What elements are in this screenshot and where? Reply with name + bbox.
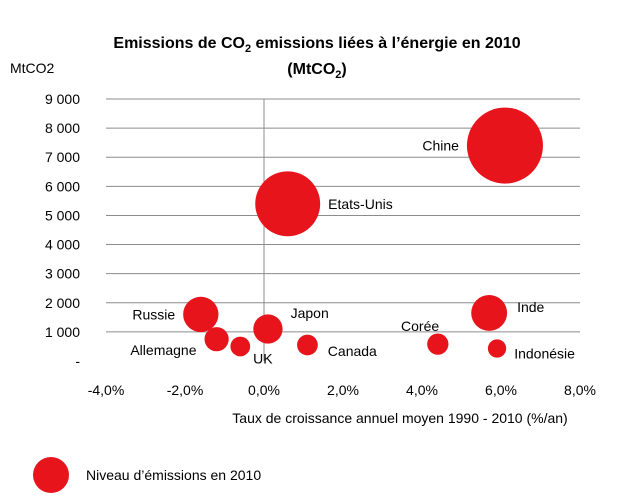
bubble <box>255 171 321 237</box>
legend-bubble <box>33 457 69 493</box>
bubble-label: Indonésie <box>514 345 575 361</box>
y-tick-label: 3 000 <box>45 266 80 282</box>
legend-label: Niveau d’émissions en 2010 <box>86 467 261 483</box>
x-axis-label: Taux de croissance annuel moyen 1990 - 2… <box>232 410 567 426</box>
bubble <box>471 295 508 331</box>
bubbles <box>183 107 543 358</box>
bubble-label: Chine <box>422 138 459 154</box>
y-tick-label: - <box>75 353 80 369</box>
bubble-label: Canada <box>328 343 377 359</box>
bubble-label: Allemagne <box>130 342 196 358</box>
y-tick-label: 9 000 <box>45 91 80 107</box>
x-tick-label: 6,0% <box>485 382 517 398</box>
bubble-label: Inde <box>517 299 544 315</box>
y-tick-label: 7 000 <box>45 149 80 165</box>
y-tick-label: 1 000 <box>45 324 80 340</box>
x-tick-label: 2,0% <box>327 382 359 398</box>
y-tick-label: 6 000 <box>45 178 80 194</box>
bubble-label: Russie <box>132 306 175 322</box>
y-axis-label: MtCO2 <box>10 60 55 76</box>
bubble <box>487 339 507 358</box>
y-tick-label: 8 000 <box>45 120 80 136</box>
x-tick-label: -4,0% <box>88 382 125 398</box>
y-tick-label: 4 000 <box>45 237 80 253</box>
bubble <box>230 336 251 357</box>
x-tick-label: 0,0% <box>248 382 280 398</box>
y-tick-label: 5 000 <box>45 207 80 223</box>
chart-title-line1: Emissions de CO2 emissions liées à l’éne… <box>113 35 520 55</box>
chart-title-line2: (MtCO2) <box>287 61 346 81</box>
x-tick-labels: -4,0% -2,0% 0,0% 2,0% 4,0% 6,0% 8,0% <box>88 382 596 398</box>
bubble-label: Corée <box>401 318 439 334</box>
bubble-label: Etats-Unis <box>328 196 393 212</box>
y-tick-label: 2 000 <box>45 295 80 311</box>
bubble <box>297 334 318 356</box>
bubble <box>253 314 283 344</box>
bubble-label: UK <box>253 350 273 366</box>
x-tick-label: 8,0% <box>564 382 596 398</box>
bubble-labels: Chine Etats-Unis Inde Russie Japon Allemagne U… <box>130 138 575 367</box>
bubble <box>466 107 543 184</box>
x-tick-label: 4,0% <box>406 382 438 398</box>
bubble <box>204 327 229 352</box>
gridlines <box>106 98 580 333</box>
y-tick-labels: - 1 000 2 000 3 000 4 000 5 000 6 000 7 000 8 00… <box>45 91 80 369</box>
bubble <box>183 296 219 333</box>
x-tick-label: -2,0% <box>167 382 204 398</box>
bubble-label: Japon <box>291 305 329 321</box>
bubble <box>427 333 449 355</box>
